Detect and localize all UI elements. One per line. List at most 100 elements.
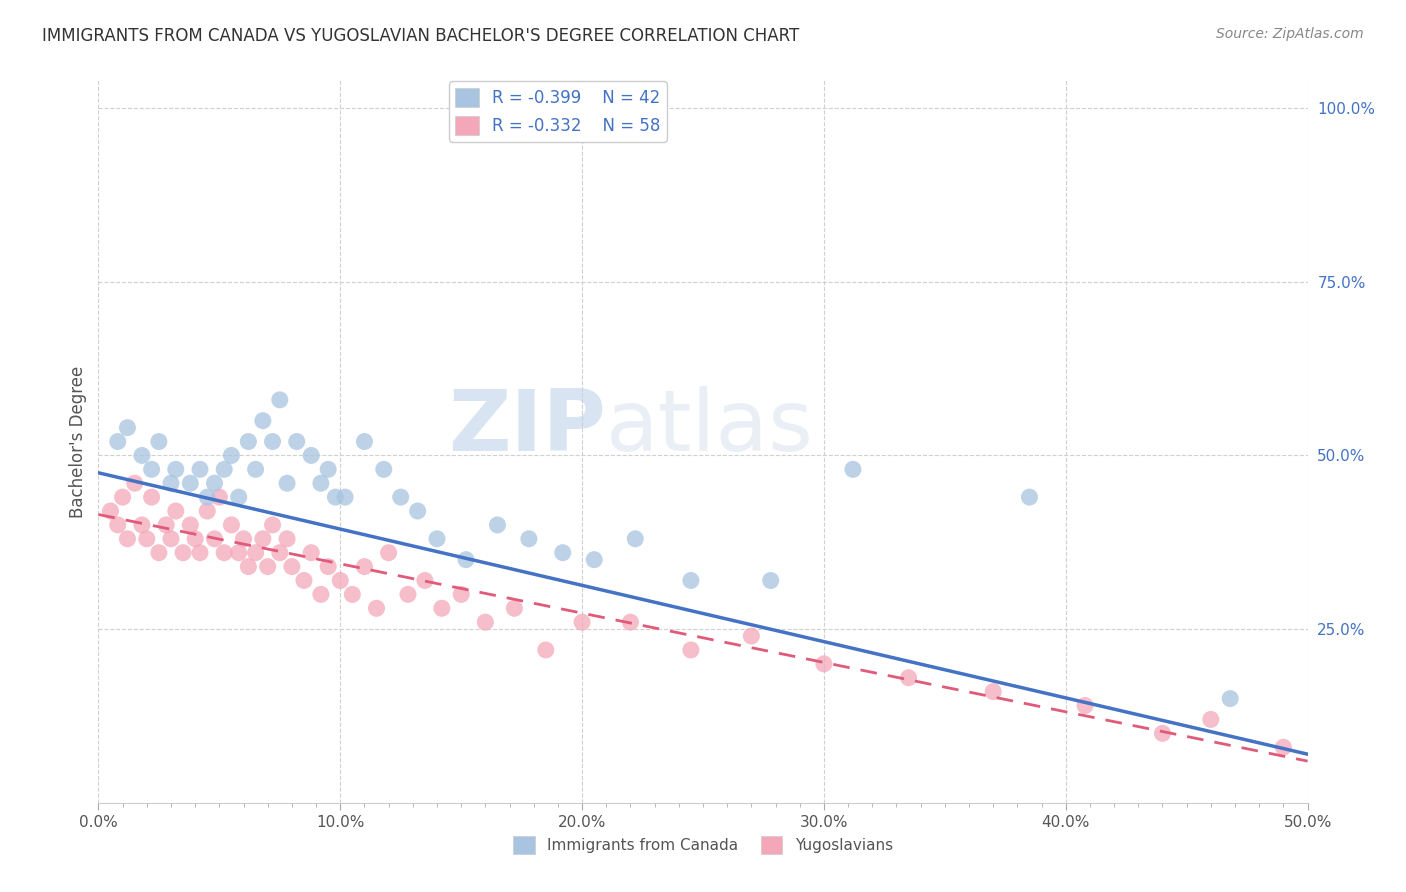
Point — [221, 517, 243, 532]
Point — [179, 517, 201, 532]
Point — [299, 546, 322, 560]
Point — [1074, 698, 1097, 713]
Point — [228, 546, 250, 560]
Point — [430, 601, 453, 615]
Point — [276, 476, 298, 491]
Point — [1018, 490, 1040, 504]
Point — [124, 476, 146, 491]
Point — [813, 657, 835, 671]
Point — [619, 615, 641, 630]
Point — [353, 559, 375, 574]
Point — [179, 476, 201, 491]
Point — [454, 552, 477, 566]
Legend: Immigrants from Canada, Yugoslavians: Immigrants from Canada, Yugoslavians — [508, 830, 898, 860]
Point — [842, 462, 865, 476]
Point — [517, 532, 540, 546]
Point — [269, 392, 291, 407]
Point — [208, 490, 231, 504]
Point — [316, 462, 339, 476]
Point — [172, 546, 194, 560]
Point — [212, 462, 235, 476]
Point — [238, 434, 260, 449]
Point — [309, 476, 332, 491]
Point — [981, 684, 1004, 698]
Point — [252, 532, 274, 546]
Point — [245, 546, 267, 560]
Point — [740, 629, 762, 643]
Point — [252, 414, 274, 428]
Point — [281, 559, 304, 574]
Point — [276, 532, 298, 546]
Point — [353, 434, 375, 449]
Point — [232, 532, 254, 546]
Point — [195, 504, 218, 518]
Point — [188, 546, 211, 560]
Point — [204, 532, 226, 546]
Point — [450, 587, 472, 601]
Text: IMMIGRANTS FROM CANADA VS YUGOSLAVIAN BACHELOR'S DEGREE CORRELATION CHART: IMMIGRANTS FROM CANADA VS YUGOSLAVIAN BA… — [42, 27, 800, 45]
Point — [184, 532, 207, 546]
Point — [333, 490, 356, 504]
Point — [292, 574, 315, 588]
Point — [131, 517, 153, 532]
Point — [111, 490, 134, 504]
Point — [406, 504, 429, 518]
Point — [413, 574, 436, 588]
Text: ZIP: ZIP — [449, 385, 606, 468]
Point — [389, 490, 412, 504]
Point — [285, 434, 308, 449]
Point — [195, 490, 218, 504]
Point — [107, 434, 129, 449]
Point — [1272, 740, 1295, 755]
Point — [269, 546, 291, 560]
Point — [299, 449, 322, 463]
Point — [1219, 691, 1241, 706]
Point — [165, 504, 187, 518]
Point — [238, 559, 260, 574]
Point — [309, 587, 332, 601]
Point — [160, 532, 183, 546]
Point — [160, 476, 183, 491]
Point — [148, 434, 170, 449]
Point — [141, 490, 163, 504]
Y-axis label: Bachelor's Degree: Bachelor's Degree — [69, 366, 87, 517]
Point — [759, 574, 782, 588]
Point — [141, 462, 163, 476]
Text: atlas: atlas — [606, 385, 814, 468]
Point — [583, 552, 606, 566]
Point — [117, 420, 139, 434]
Point — [316, 559, 339, 574]
Point — [503, 601, 526, 615]
Point — [100, 504, 122, 518]
Point — [377, 546, 399, 560]
Point — [486, 517, 509, 532]
Point — [366, 601, 388, 615]
Point — [571, 615, 593, 630]
Point — [188, 462, 211, 476]
Point — [131, 449, 153, 463]
Point — [135, 532, 157, 546]
Point — [426, 532, 449, 546]
Point — [373, 462, 395, 476]
Point — [1199, 713, 1222, 727]
Point — [1152, 726, 1174, 740]
Point — [155, 517, 177, 532]
Point — [897, 671, 920, 685]
Point — [329, 574, 352, 588]
Text: Source: ZipAtlas.com: Source: ZipAtlas.com — [1216, 27, 1364, 41]
Point — [396, 587, 419, 601]
Point — [204, 476, 226, 491]
Point — [212, 546, 235, 560]
Point — [551, 546, 574, 560]
Point — [342, 587, 364, 601]
Point — [262, 434, 284, 449]
Point — [228, 490, 250, 504]
Point — [474, 615, 496, 630]
Point — [165, 462, 187, 476]
Point — [679, 643, 702, 657]
Point — [624, 532, 647, 546]
Point — [679, 574, 702, 588]
Point — [148, 546, 170, 560]
Point — [534, 643, 557, 657]
Point — [107, 517, 129, 532]
